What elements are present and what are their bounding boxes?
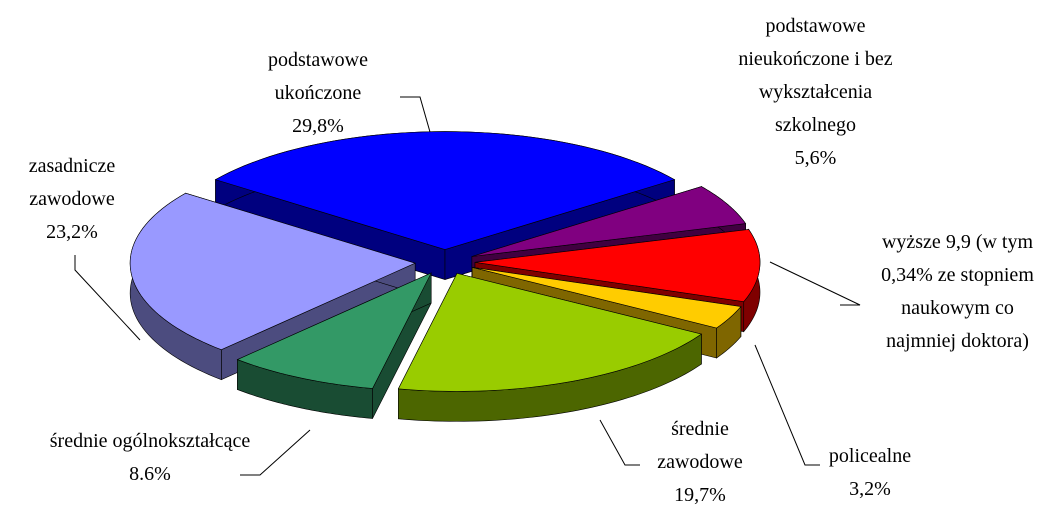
- category-label: podstawowe nieukończone i bez wykształce…: [738, 15, 893, 136]
- category-label: podstawowe ukończone: [268, 49, 368, 104]
- slice-top: [214, 131, 676, 250]
- slice-label: średnie ogólnokształcące 8.6%: [20, 425, 280, 491]
- slice-top: [236, 272, 432, 389]
- slice-label: zasadnicze zawodowe 23,2%: [2, 150, 142, 249]
- slice-top: [474, 229, 761, 302]
- category-label: wyższe: [881, 231, 941, 253]
- leader-line: [769, 261, 861, 306]
- leader-line: [754, 344, 820, 466]
- slice-top: [129, 192, 416, 351]
- category-label: średnie ogólnokształcące: [49, 430, 251, 452]
- value-label: 5,6%: [794, 147, 837, 169]
- category-label: policealne: [828, 445, 912, 467]
- slice-label: podstawowe ukończone 29,8%: [248, 44, 388, 143]
- slice-label: podstawowe nieukończone i bez wykształce…: [738, 10, 893, 175]
- value-label: 8.6%: [129, 463, 171, 485]
- value-label: 9,9 (w tym 0,34% ze stopniem naukowym co…: [881, 231, 1034, 352]
- slices: [129, 131, 761, 422]
- slice-label: policealne 3,2%: [800, 440, 940, 506]
- leader-line: [599, 419, 640, 466]
- value-label: 23,2%: [46, 221, 98, 243]
- leader-line: [240, 429, 311, 476]
- category-label: średnie zawodowe: [657, 418, 743, 473]
- value-label: 29,8%: [292, 115, 344, 137]
- value-label: 19,7%: [674, 484, 726, 506]
- slice-label: wyższe 9,9 (w tym 0,34% ze stopniem nauk…: [875, 226, 1040, 358]
- slice-label: średnie zawodowe 19,7%: [630, 413, 770, 512]
- category-label: zasadnicze zawodowe: [28, 155, 116, 210]
- leader-line: [74, 255, 141, 341]
- slice-top: [397, 273, 703, 392]
- value-label: 3,2%: [849, 478, 891, 500]
- slice-top: [472, 266, 742, 329]
- slice-top: [471, 186, 747, 257]
